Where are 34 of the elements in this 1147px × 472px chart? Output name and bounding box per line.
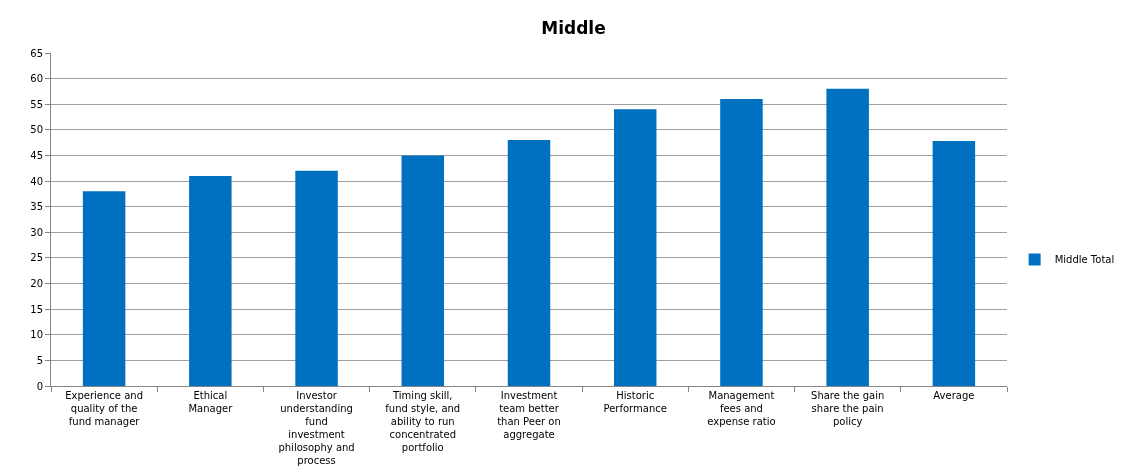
bar (401, 155, 445, 386)
chart-title: Middle (541, 17, 606, 38)
y-tick-label: 45 (30, 149, 43, 161)
x-tick-label: Timing skill, fund style, and ability to run concentrated portfolio (385, 390, 461, 453)
x-tick-label: Historic Performance (603, 390, 667, 414)
bar (720, 99, 763, 386)
x-tick-label: Management fees and expense ratio (707, 390, 776, 427)
y-tick-label: 20 (30, 278, 43, 290)
bar (507, 140, 551, 386)
y-tick-label: 25 (30, 252, 43, 264)
x-tick-label: Ethical Manager (188, 390, 234, 414)
x-tick-label: Share the gain share the pain policy (811, 390, 885, 427)
y-tick-label: 35 (30, 201, 43, 213)
x-tick-label: Investment team better than Peer on aggregate (497, 390, 561, 440)
y-tick-label: 0 (36, 380, 43, 392)
y-tick-label: 40 (30, 175, 43, 187)
y-tick-label: 10 (30, 329, 43, 341)
bar (826, 88, 869, 386)
bar (189, 175, 232, 386)
bar (82, 191, 126, 386)
y-tick-label: 60 (30, 73, 43, 85)
x-tick-label: Average (933, 390, 975, 401)
legend-label: Middle Total (1054, 254, 1115, 266)
x-tick-label: Experience and quality of the fund manager (65, 390, 143, 427)
y-tick-label: 30 (30, 226, 43, 238)
y-tick-label: 65 (30, 47, 43, 59)
bar (932, 141, 976, 386)
y-tick-label: 5 (36, 354, 43, 366)
y-tick-label: 50 (30, 124, 43, 136)
y-tick-label: 15 (30, 303, 43, 315)
x-tick-label: Investor understanding fund investment philosophy and process (278, 390, 355, 466)
y-tick-label: 55 (30, 98, 43, 110)
bar (295, 170, 338, 386)
bar (613, 109, 657, 386)
